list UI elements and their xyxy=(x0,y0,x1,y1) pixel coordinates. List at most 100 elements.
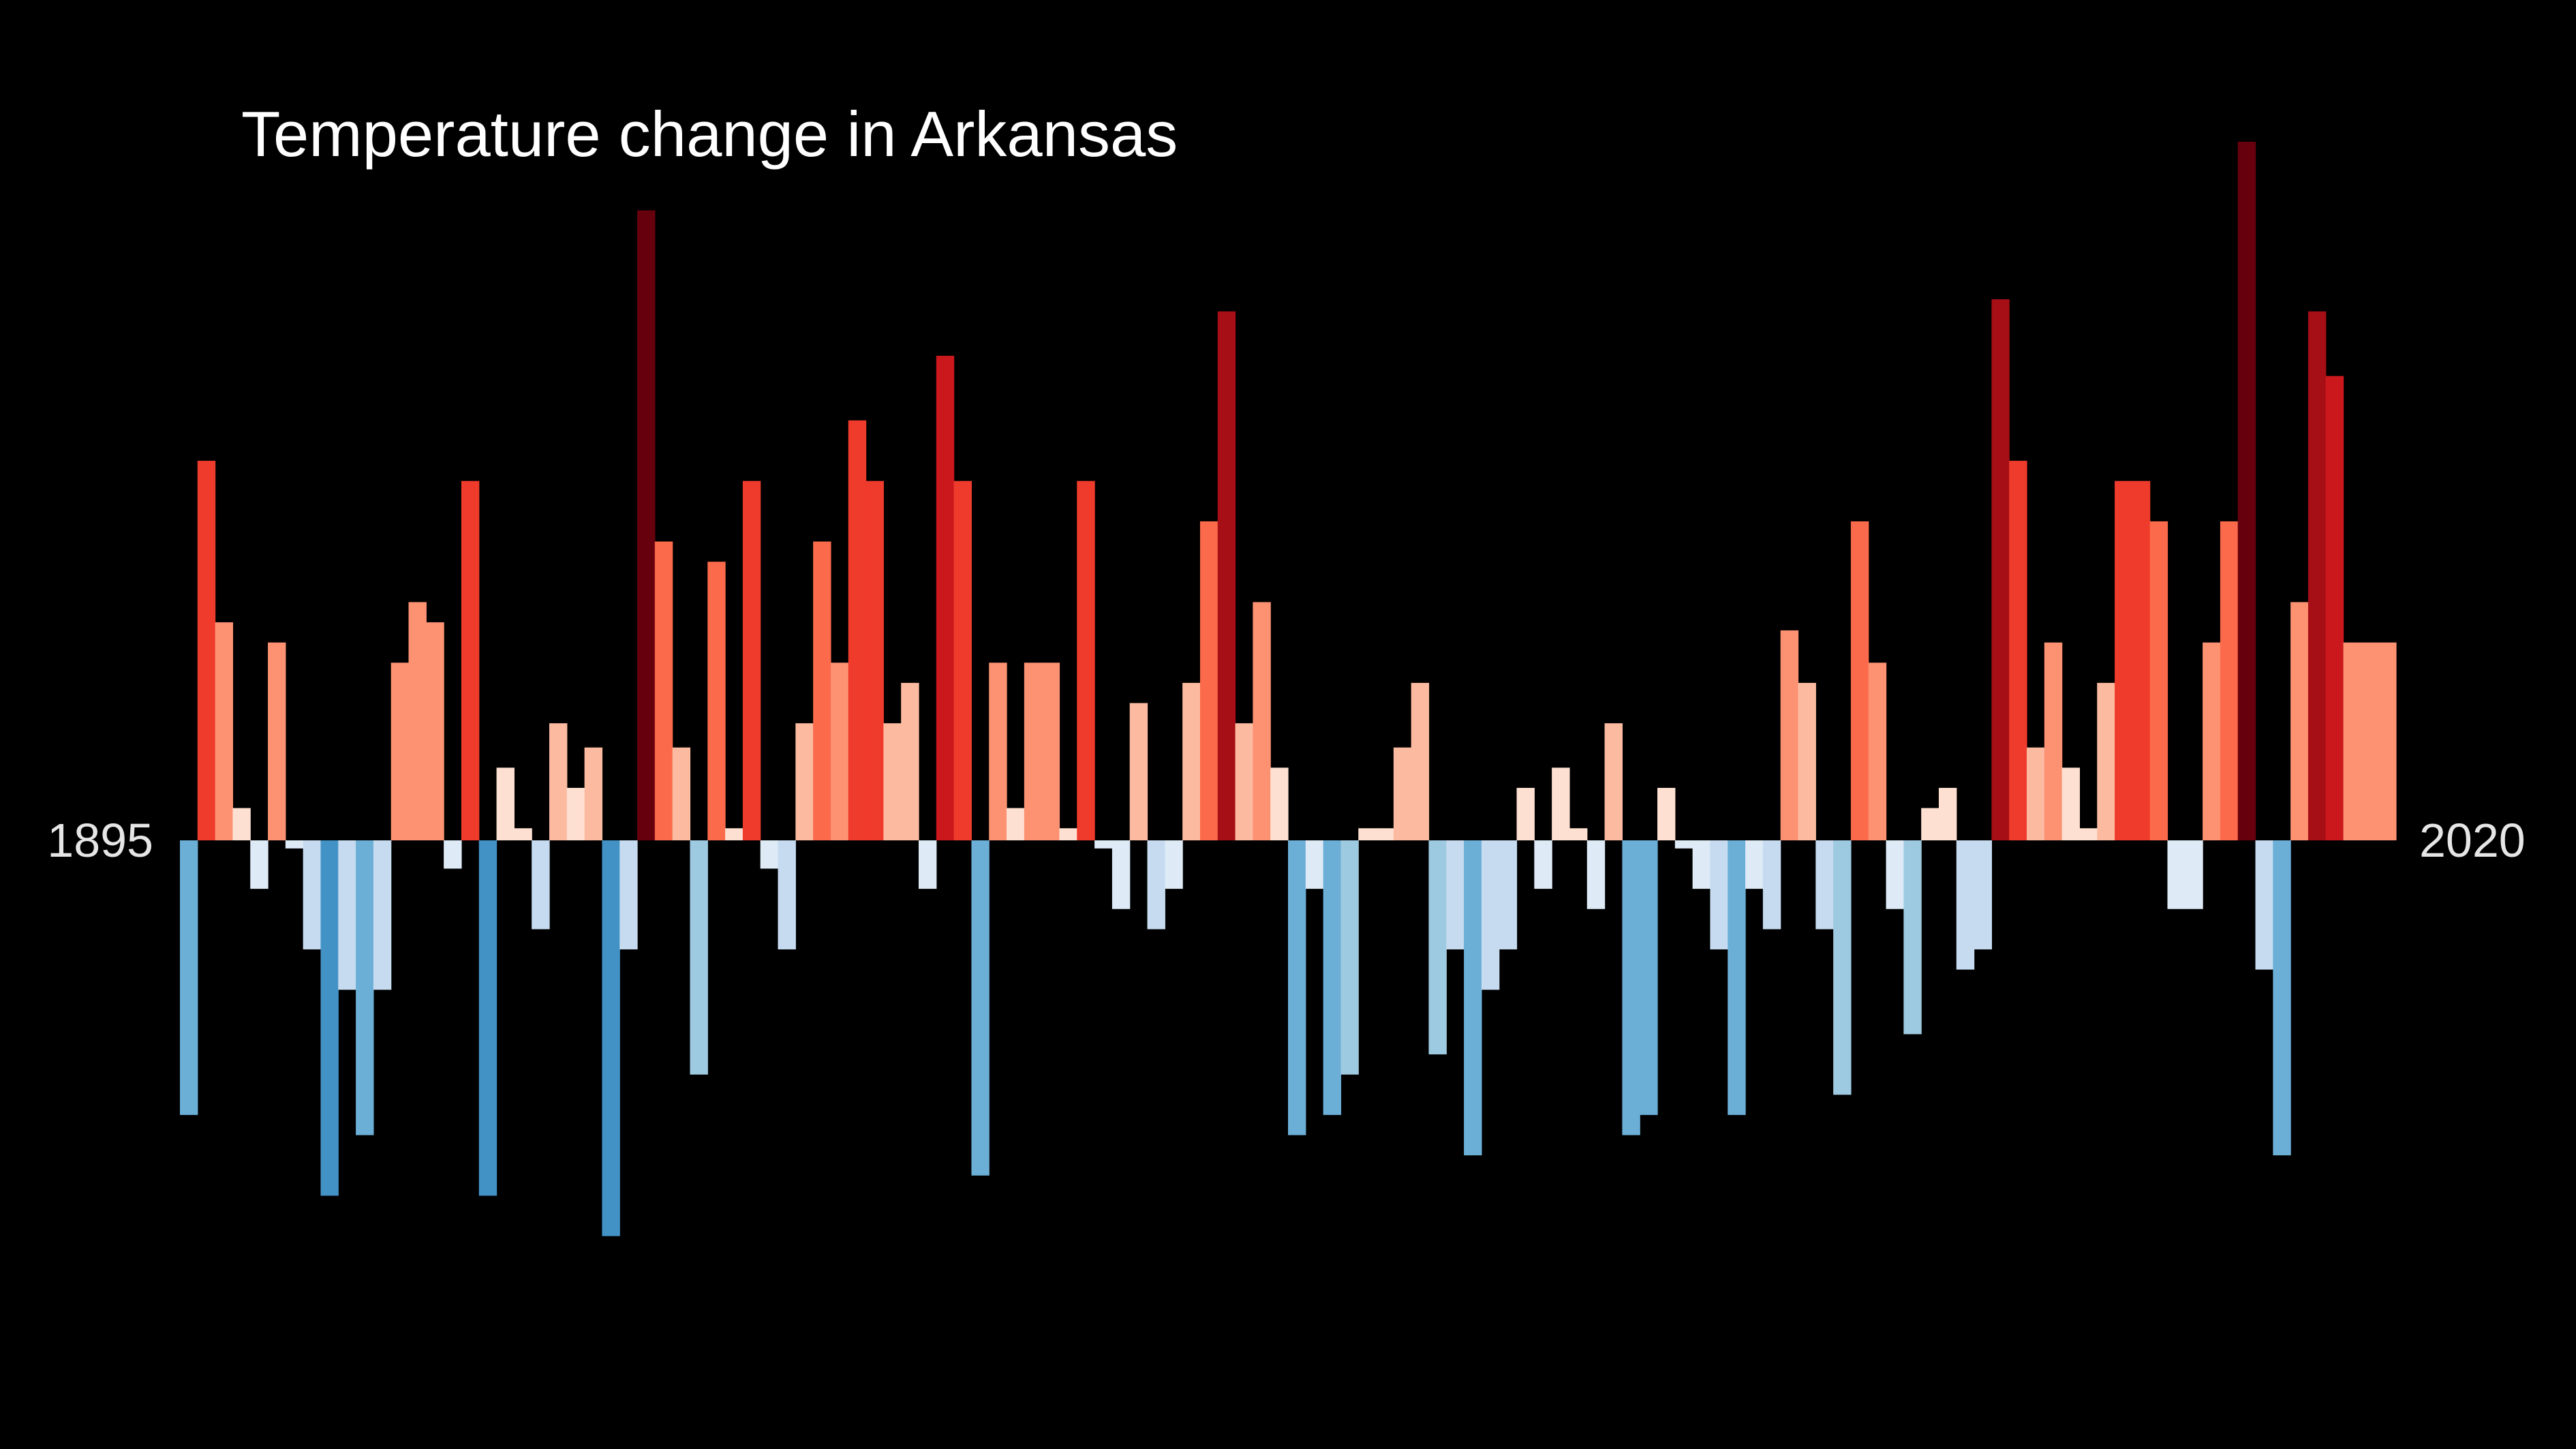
bar-1923 xyxy=(672,747,691,840)
bar-1908 xyxy=(408,602,427,840)
bar-1921 xyxy=(637,210,656,840)
bar-1978 xyxy=(1640,840,1658,1115)
chart-title: Temperature change in Arkansas xyxy=(241,98,1178,170)
bar-1922 xyxy=(654,541,673,840)
bar-1904 xyxy=(338,840,356,990)
bar-1916 xyxy=(549,723,568,840)
bar-1926 xyxy=(725,828,743,840)
bar-1946 xyxy=(1077,481,1095,840)
bar-2004 xyxy=(2097,682,2115,840)
bar-1986 xyxy=(1780,630,1799,840)
bar-1996 xyxy=(1956,840,1975,970)
bar-1985 xyxy=(1762,840,1781,930)
bar-1928 xyxy=(760,840,779,869)
bar-1905 xyxy=(356,840,374,1135)
bar-2005 xyxy=(2115,481,2133,840)
bar-1958 xyxy=(1288,840,1306,1135)
bar-1988 xyxy=(1815,840,1834,930)
bar-2006 xyxy=(2132,481,2151,840)
bar-2009 xyxy=(2185,840,2203,909)
bar-1967 xyxy=(1446,840,1465,949)
bar-1956 xyxy=(1253,602,1271,840)
bar-2012 xyxy=(2237,141,2256,841)
bar-1968 xyxy=(1464,840,1482,1156)
bar-1947 xyxy=(1094,840,1113,849)
bar-1981 xyxy=(1692,840,1711,889)
bar-1932 xyxy=(830,662,849,840)
bar-2014 xyxy=(2273,840,2291,1156)
bar-1999 xyxy=(2009,461,2027,840)
bar-1982 xyxy=(1710,840,1728,949)
bar-1901 xyxy=(285,840,304,849)
bar-1917 xyxy=(566,787,585,840)
bar-1898 xyxy=(232,808,251,840)
bar-1930 xyxy=(795,723,814,840)
bar-1900 xyxy=(268,642,286,840)
bar-1965 xyxy=(1411,682,1430,840)
bar-1994 xyxy=(1921,808,1939,840)
bar-1924 xyxy=(690,840,708,1075)
bar-1987 xyxy=(1798,682,1816,840)
bar-1950 xyxy=(1147,840,1165,930)
bar-2019 xyxy=(2361,642,2379,840)
bar-1960 xyxy=(1323,840,1342,1115)
bar-1948 xyxy=(1111,840,1131,909)
bar-1952 xyxy=(1182,682,1201,840)
bar-1990 xyxy=(1850,521,1869,840)
bar-1906 xyxy=(373,840,392,990)
bar-1918 xyxy=(584,747,603,840)
bar-2007 xyxy=(2149,521,2168,840)
bar-1903 xyxy=(320,840,339,1196)
bar-2015 xyxy=(2290,602,2309,840)
bar-1957 xyxy=(1270,767,1289,840)
bar-2001 xyxy=(2044,642,2063,840)
bar-1969 xyxy=(1481,840,1500,990)
bar-1927 xyxy=(742,481,761,840)
bar-1925 xyxy=(707,562,726,840)
bar-1954 xyxy=(1217,311,1236,841)
bar-1931 xyxy=(813,541,831,840)
bar-1929 xyxy=(778,840,796,949)
bar-2013 xyxy=(2255,840,2273,970)
bar-1963 xyxy=(1376,828,1394,840)
bar-1896 xyxy=(197,461,216,840)
bar-1993 xyxy=(1903,840,1922,1035)
bar-1995 xyxy=(1938,787,1957,840)
bar-1949 xyxy=(1129,703,1148,840)
bar-1913 xyxy=(496,767,515,840)
bar-1943 xyxy=(1024,662,1043,840)
bar-1915 xyxy=(532,840,550,930)
bar-2020 xyxy=(2378,642,2397,840)
bar-2016 xyxy=(2307,311,2327,841)
bar-1940 xyxy=(971,840,990,1176)
bar-1914 xyxy=(514,828,532,840)
bar-1973 xyxy=(1552,767,1570,840)
bar-1953 xyxy=(1199,521,1218,840)
bar-1919 xyxy=(602,840,620,1236)
bar-1945 xyxy=(1059,828,1077,840)
bar-1984 xyxy=(1745,840,1764,889)
bar-1942 xyxy=(1007,808,1025,840)
bar-1961 xyxy=(1340,840,1359,1075)
bar-1911 xyxy=(461,481,480,840)
bar-1974 xyxy=(1569,828,1588,840)
bar-2008 xyxy=(2167,840,2186,909)
bar-2018 xyxy=(2343,642,2361,840)
end-year-label: 2020 xyxy=(2419,814,2526,867)
bar-1920 xyxy=(619,840,638,949)
bar-1937 xyxy=(919,840,937,889)
bar-1944 xyxy=(1041,662,1060,840)
bar-1909 xyxy=(426,622,444,840)
bar-1976 xyxy=(1604,723,1623,840)
bar-1983 xyxy=(1728,840,1746,1115)
bar-1979 xyxy=(1657,787,1676,840)
bar-2002 xyxy=(2061,767,2081,840)
bar-1951 xyxy=(1165,840,1183,889)
bar-1934 xyxy=(865,481,884,840)
bar-1912 xyxy=(478,840,497,1196)
bar-1959 xyxy=(1305,840,1324,889)
bar-1989 xyxy=(1833,840,1852,1095)
bar-1955 xyxy=(1235,723,1253,840)
bar-1899 xyxy=(250,840,269,889)
